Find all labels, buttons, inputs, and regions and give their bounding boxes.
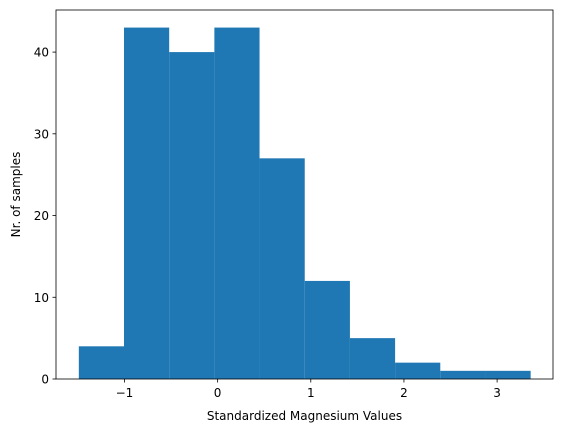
histogram-bar (169, 52, 215, 380)
y-tick-label: 40 (34, 46, 49, 60)
x-tick-label: 1 (307, 386, 315, 400)
y-axis-label: Nr. of samples (9, 152, 23, 238)
histogram-bar (259, 158, 305, 379)
y-tick-label: 20 (34, 209, 49, 223)
plot-frame (55, 9, 554, 380)
y-tick-label: 30 (34, 127, 49, 141)
histogram-bar (124, 27, 170, 379)
histogram-bar (349, 338, 396, 379)
histogram-bars (78, 27, 531, 380)
x-tick-label: 0 (214, 386, 222, 400)
y-tick-label: 10 (34, 291, 49, 305)
x-tick-label: −1 (116, 386, 134, 400)
histogram-bar (214, 27, 260, 379)
histogram-bar (395, 362, 441, 379)
x-tick-label: 2 (400, 386, 408, 400)
x-tick-label: 3 (493, 386, 501, 400)
x-axis-label: Standardized Magnesium Values (207, 409, 402, 423)
y-tick-label: 0 (41, 373, 49, 387)
x-axis-ticks: −1 0 1 2 3 (116, 379, 501, 400)
histogram-bar (440, 370, 486, 379)
y-axis-ticks: 0 10 20 30 40 (34, 46, 56, 387)
histogram-bar (304, 280, 350, 379)
histogram-bar (78, 346, 125, 379)
histogram-bar (485, 370, 531, 379)
